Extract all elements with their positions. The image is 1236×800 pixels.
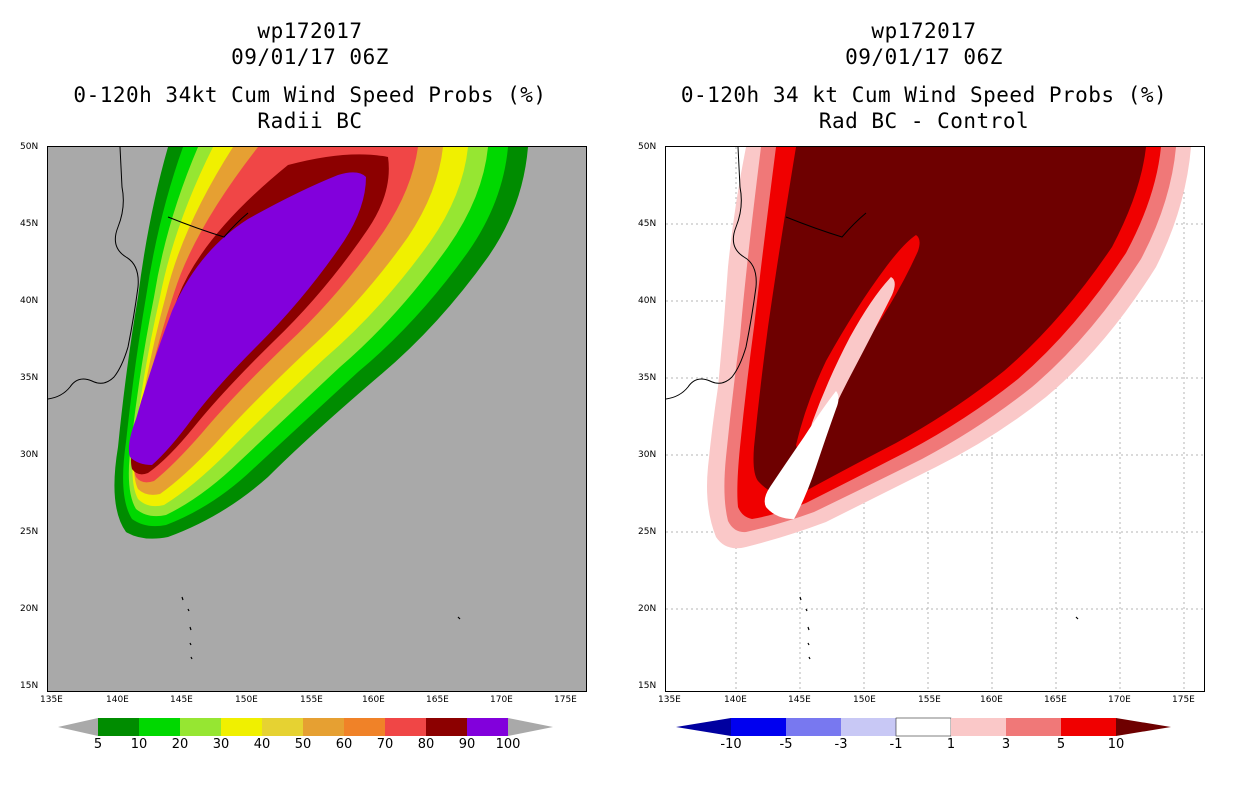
left-cb-label-5: 5 [93,737,103,752]
left-lat-30N: 30N [20,450,39,460]
left-cb-label-80: 80 [417,737,435,752]
right-cb-label-neg10: -10 [720,737,742,752]
right-cb-under-arrow [676,718,731,736]
left-storm-id: wp172017 [257,19,363,43]
right-lon-140E: 140E [724,695,747,705]
left-cb-swatch-1 [139,718,180,736]
left-lon-145E: 145E [170,695,193,705]
left-cb-label-40: 40 [253,737,271,752]
left-product-title: 0-120h 34kt Cum Wind Speed Probs (%) [73,83,547,107]
right-cb-label-1: 1 [946,737,956,752]
right-cb-swatch-1 [786,718,841,736]
right-lat-30N: 30N [638,450,657,460]
japan-coastline-right [666,147,867,400]
right-colorbar-svg [676,717,1171,737]
right-title: wp172017 09/01/17 06Z 0-120h 34 kt Cum W… [624,18,1224,134]
left-cb-swatch-0 [98,718,139,736]
right-product-title: 0-120h 34 kt Cum Wind Speed Probs (%) [680,83,1168,107]
right-map-svg [666,147,1204,691]
right-storm-id: wp172017 [871,19,977,43]
right-cb-swatch-0 [731,718,786,736]
left-lat-45N: 45N [20,219,39,229]
right-lat-15N: 15N [638,681,657,691]
left-colorbar [58,717,558,741]
right-cb-swatch-3 [895,717,952,737]
right-cb-label-5: 5 [1056,737,1066,752]
left-lat-40N: 40N [20,296,39,306]
left-cb-label-10: 10 [130,737,148,752]
japan-coastline [48,147,249,400]
right-lon-135E: 135E [658,695,681,705]
left-lat-20N: 20N [20,604,39,614]
right-cb-label-neg5: -5 [779,737,793,752]
left-lat-15N: 15N [20,681,39,691]
diff-band-10 [753,147,1146,497]
left-probability-map [47,146,587,692]
inner-stripe-white [764,391,839,519]
left-cb-label-60: 60 [335,737,353,752]
left-lon-165E: 165E [426,695,449,705]
left-lat-25N: 25N [20,527,39,537]
right-cb-label-neg3: -3 [834,737,848,752]
right-lon-155E: 155E [918,695,941,705]
left-cb-swatch-7 [385,718,426,736]
right-lon-145E: 145E [788,695,811,705]
right-cb-swatch-4 [951,718,1006,736]
left-lon-150E: 150E [235,695,258,705]
right-cb-label-3: 3 [1001,737,1011,752]
right-lon-170E: 170E [1108,695,1131,705]
left-cb-swatch-9 [467,718,508,736]
band-100 [128,172,366,465]
right-lon-160E: 160E [980,695,1003,705]
left-lon-135E: 135E [40,695,63,705]
left-cb-swatch-4 [262,718,303,736]
right-lat-20N: 20N [638,604,657,614]
left-cb-swatch-2 [180,718,221,736]
right-cb-over-arrow [1116,718,1171,736]
left-lat-35N: 35N [20,373,39,383]
left-cb-label-70: 70 [376,737,394,752]
right-cb-label-10: 10 [1107,737,1125,752]
right-lon-175E: 175E [1172,695,1195,705]
islands-dots-right [799,596,1079,660]
left-cb-swatch-3 [221,718,262,736]
right-lon-165E: 165E [1044,695,1067,705]
left-cb-under-arrow [58,718,98,736]
right-lat-25N: 25N [638,527,657,537]
right-lat-40N: 40N [638,296,657,306]
left-lon-140E: 140E [106,695,129,705]
right-cb-swatch-2 [841,718,896,736]
left-lon-175E: 175E [554,695,577,705]
left-cb-swatch-5 [303,718,344,736]
left-cb-over-arrow [508,718,553,736]
right-lat-45N: 45N [638,219,657,229]
right-colorbar [676,717,1176,741]
islands-dots [181,596,461,660]
right-subtitle: Rad BC - Control [818,109,1030,133]
left-map-svg [48,147,528,660]
left-cb-label-90: 90 [458,737,476,752]
right-lat-35N: 35N [638,373,657,383]
left-lon-170E: 170E [490,695,513,705]
left-colorbar-svg [58,718,553,736]
right-cb-swatch-6 [1061,718,1116,736]
left-cb-label-100: 100 [495,737,521,752]
left-datetime: 09/01/17 06Z [231,45,389,69]
left-lon-155E: 155E [300,695,323,705]
left-cb-swatch-6 [344,718,385,736]
left-cb-label-20: 20 [171,737,189,752]
left-lon-160E: 160E [362,695,385,705]
right-cb-label-neg1: -1 [889,737,903,752]
right-lat-50N: 50N [638,142,657,152]
left-cb-swatch-8 [426,718,467,736]
right-lon-150E: 150E [853,695,876,705]
left-lat-50N: 50N [20,142,39,152]
right-cb-swatch-5 [1006,718,1061,736]
left-cb-label-30: 30 [212,737,230,752]
right-datetime: 09/01/17 06Z [845,45,1003,69]
right-difference-map [665,146,1205,692]
left-cb-label-50: 50 [294,737,312,752]
left-subtitle: Radii BC [257,109,363,133]
left-title: wp172017 09/01/17 06Z 0-120h 34kt Cum Wi… [10,18,610,134]
